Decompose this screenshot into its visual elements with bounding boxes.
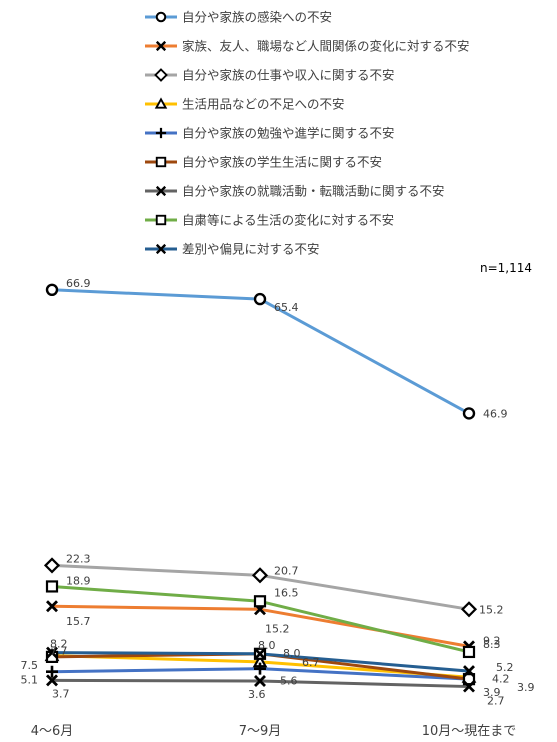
point-s0-2 — [462, 407, 476, 420]
legend-marker-7 — [155, 214, 167, 226]
point-s7-0 — [45, 580, 59, 593]
legend-marker-6 — [155, 185, 167, 197]
data-label-s5-0: 7.5 — [21, 659, 39, 672]
data-label-s7-1: 16.5 — [274, 586, 299, 599]
data-label-s5-1: 8.0 — [283, 647, 301, 660]
point-s7-2 — [462, 645, 476, 659]
data-label-s4-2: 3.9 — [517, 681, 535, 694]
point-s5-2 — [462, 673, 476, 686]
point-s0-1 — [253, 292, 267, 306]
data-label-s8-0: 8.2 — [50, 638, 68, 651]
point-s2-2 — [460, 601, 478, 618]
point-s2-1 — [251, 567, 269, 584]
point-s4-0 — [46, 665, 58, 678]
legend-marker-2 — [154, 68, 168, 82]
series-line-0 — [51, 288, 470, 415]
point-s6-1 — [254, 675, 266, 687]
point-s7-1 — [253, 595, 267, 608]
data-label-s7-0: 18.9 — [66, 574, 91, 587]
data-label-s2-0: 22.3 — [66, 552, 91, 565]
data-label-s0-1: 65.4 — [274, 301, 299, 314]
legend-label-8: 差別や偏見に対する不安 — [182, 242, 320, 257]
point-s6-2 — [463, 680, 475, 693]
x-tick-label-1: 7～9月 — [239, 724, 282, 739]
data-label-s3-1: 6.7 — [302, 656, 320, 669]
point-s0-0 — [45, 283, 59, 297]
legend-marker-8 — [155, 243, 167, 255]
point-s4-1 — [254, 662, 266, 675]
data-label-s1-1: 15.2 — [265, 622, 290, 635]
data-label-s8-1: 8.0 — [258, 639, 276, 652]
data-label-s2-1: 20.7 — [274, 564, 299, 577]
x-tick-label-0: 4～6月 — [31, 724, 74, 739]
x-tick-label-2: 10月～現在まで — [422, 724, 517, 739]
data-labels: 66.9 65.4 46.9 15.7 15.2 9.2 22.3 20.7 15.2 7.7 6.… — [21, 277, 535, 708]
data-label-s0-0: 66.9 — [66, 277, 91, 290]
data-label-s5-2: 3.9 — [483, 686, 501, 699]
data-label-s8-2: 5.2 — [496, 661, 514, 674]
legend-label-1: 家族、友人、職場など人間関係の変化に対する不安 — [182, 39, 470, 54]
series-lines — [51, 288, 470, 689]
legend-label-0: 自分や家族の感染への不安 — [182, 10, 332, 25]
sample-size-note: n=1,114 — [480, 261, 532, 275]
legend: 自分や家族の感染への不安家族、友人、職場など人間関係の変化に対する不安自分や家族… — [145, 10, 470, 257]
legend-label-4: 自分や家族の勉強や進学に関する不安 — [182, 126, 395, 141]
data-label-s0-2: 46.9 — [483, 407, 508, 420]
point-s8-2 — [463, 665, 475, 678]
legend-label-6: 自分や家族の就職活動・転職活動に関する不安 — [182, 184, 445, 199]
point-s8-0 — [46, 646, 58, 659]
legend-marker-5 — [155, 156, 167, 168]
point-s2-0 — [43, 557, 61, 574]
series-markers — [43, 283, 478, 693]
data-label-s6-0: 3.7 — [52, 687, 70, 700]
data-label-s2-2: 15.2 — [479, 603, 504, 616]
data-label-s1-0: 15.7 — [66, 615, 91, 628]
legend-label-5: 自分や家族の学生生活に関する不安 — [182, 155, 382, 170]
legend-label-2: 自分や家族の仕事や収入に関する不安 — [182, 68, 395, 83]
legend-marker-3 — [154, 97, 168, 109]
x-axis: 4～6月 7～9月 10月～現在まで — [31, 724, 517, 739]
data-label-s6-2: 2.7 — [487, 695, 505, 708]
legend-marker-1 — [155, 40, 167, 52]
data-label-s6-1: 3.6 — [248, 688, 266, 701]
data-label-s4-1: 5.6 — [280, 675, 298, 688]
legend-marker-0 — [155, 11, 167, 23]
data-label-s4-0: 5.1 — [21, 674, 39, 687]
point-s8-1 — [254, 647, 266, 660]
point-s1-0 — [46, 600, 58, 613]
legend-label-7: 自粛等による生活の変化に対する不安 — [182, 213, 394, 228]
legend-marker-4 — [155, 127, 167, 139]
legend-label-3: 生活用品などの不足への不安 — [182, 97, 345, 112]
data-label-s3-2: 4.2 — [492, 672, 510, 685]
data-label-s7-2: 8.3 — [483, 638, 501, 651]
data-label-s3-0: 7.7 — [50, 645, 68, 658]
point-s6-0 — [46, 674, 58, 687]
data-label-s1-2: 9.2 — [483, 634, 501, 647]
